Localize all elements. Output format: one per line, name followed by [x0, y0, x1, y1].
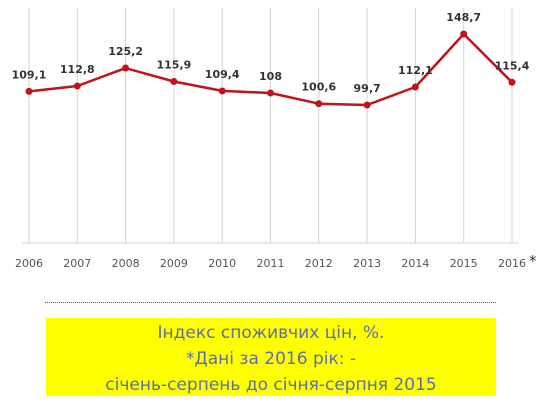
data-labels: 109,1 112,8 125,2 115,9 109,4 108 100,6 99,7 112…	[12, 11, 530, 95]
data-point-2007	[73, 82, 81, 90]
data-point-2008	[122, 64, 130, 72]
x-tick-2012: 2012	[305, 257, 333, 270]
data-label-2013: 99,7	[354, 82, 381, 95]
x-tick-2010: 2010	[208, 257, 236, 270]
data-point-2011	[267, 89, 274, 97]
x-tick-2008: 2008	[112, 257, 140, 270]
vertical-gridlines	[28, 8, 513, 243]
x-tick-2016: 2016	[498, 257, 526, 270]
x-tick-2007: 2007	[63, 257, 91, 270]
x-tick-2006: 2006	[15, 257, 43, 270]
data-label-2008: 125,2	[108, 45, 143, 58]
data-points	[25, 30, 516, 109]
data-label-2011: 108	[259, 70, 282, 83]
dotted-divider	[45, 302, 496, 303]
data-point-2009	[170, 78, 178, 86]
data-label-2007: 112,8	[60, 63, 95, 76]
data-point-2012	[315, 100, 323, 108]
data-point-2014	[411, 83, 419, 91]
data-label-2014: 112,1	[398, 64, 433, 77]
chart-caption-box: Індекс споживчих цін, %. *Дані за 2016 р…	[46, 318, 496, 396]
x-tick-2014: 2014	[401, 257, 429, 270]
data-label-2016: 115,4	[495, 59, 530, 72]
x-axis-tick-labels: 2006 2007 2008 2009 2010 2011 2012 2013 2014 2015…	[15, 257, 526, 270]
data-point-2013	[363, 101, 371, 109]
footnote-marker: *	[529, 252, 537, 270]
caption-line-2: *Дані за 2016 рік: -	[185, 349, 357, 369]
caption-line-1: Індекс споживчих цін, %.	[157, 323, 385, 343]
data-point-2016	[508, 78, 516, 86]
x-tick-2011: 2011	[257, 257, 285, 270]
data-point-2015	[460, 30, 468, 38]
data-label-2006: 109,1	[12, 68, 47, 81]
data-point-2010	[218, 87, 226, 95]
data-point-2006	[25, 87, 33, 95]
caption-line-3: січень-серпень до січня-серпня 2015	[105, 375, 437, 395]
data-label-2009: 115,9	[157, 59, 192, 72]
x-tick-2015: 2015	[450, 257, 478, 270]
data-label-2010: 109,4	[205, 68, 240, 81]
x-tick-2013: 2013	[353, 257, 381, 270]
cpi-line-chart: 109,1 112,8 125,2 115,9 109,4 108 100,6 99,7 112…	[12, 8, 537, 270]
x-tick-2009: 2009	[160, 257, 188, 270]
data-label-2015: 148,7	[446, 11, 481, 24]
data-label-2012: 100,6	[301, 81, 336, 94]
